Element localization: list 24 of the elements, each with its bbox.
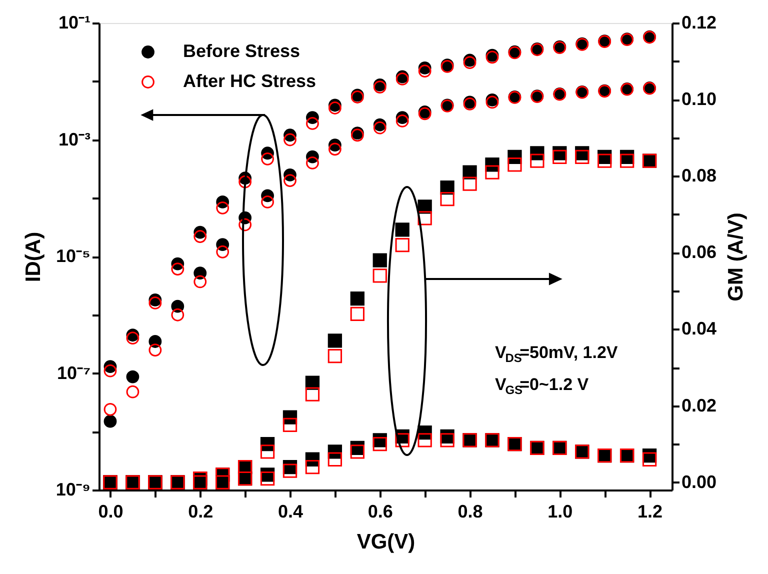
y2-tick-label: 0.06 xyxy=(682,242,717,262)
y-tick-label: 10⁻⁷ xyxy=(57,362,90,383)
y-tick-label: 10⁻³ xyxy=(58,129,91,150)
y2-tick-label: 0.10 xyxy=(682,89,717,110)
y-tick-label: 10⁻⁹ xyxy=(56,480,90,500)
y-tick-label: 10⁻⁵ xyxy=(56,246,90,266)
y2-tick-label: 0.02 xyxy=(682,395,717,416)
x-axis-title: VG(V) xyxy=(356,530,416,554)
y2-axis-title: GM (A/V) xyxy=(724,212,748,302)
x-tick-label: 0.2 xyxy=(188,502,214,522)
x-tick-label: 0.6 xyxy=(368,502,393,522)
y2-tick-label: 0.12 xyxy=(682,12,717,32)
legend-label: After HC Stress xyxy=(183,71,316,91)
x-tick-label: 0.8 xyxy=(458,502,483,522)
x-tick-label: 1.2 xyxy=(638,502,663,522)
y2-tick-label: 0.04 xyxy=(682,318,717,339)
y2-tick-label: 0.08 xyxy=(682,166,717,186)
x-tick-label: 0.0 xyxy=(98,502,124,522)
y-axis-title: ID(A) xyxy=(22,232,45,282)
x-tick-label: 0.4 xyxy=(278,502,304,522)
legend-label: Before Stress xyxy=(183,41,300,61)
x-tick-label: 1.0 xyxy=(548,502,573,522)
y-tick-label: 10⁻¹ xyxy=(58,12,91,32)
y2-tick-label: 0.00 xyxy=(682,472,717,492)
